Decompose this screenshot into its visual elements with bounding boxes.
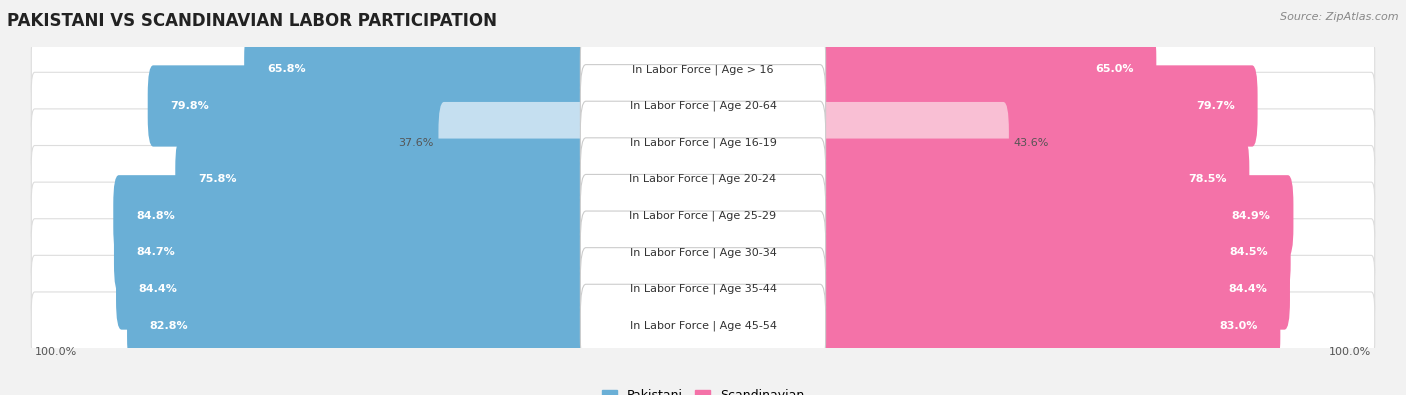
FancyBboxPatch shape bbox=[31, 219, 1375, 286]
FancyBboxPatch shape bbox=[581, 138, 825, 220]
FancyBboxPatch shape bbox=[31, 109, 1375, 176]
Text: In Labor Force | Age 20-64: In Labor Force | Age 20-64 bbox=[630, 101, 776, 111]
FancyBboxPatch shape bbox=[581, 175, 825, 257]
FancyBboxPatch shape bbox=[697, 29, 1156, 110]
FancyBboxPatch shape bbox=[697, 139, 1250, 220]
Text: 65.8%: 65.8% bbox=[267, 64, 305, 74]
Legend: Pakistani, Scandinavian: Pakistani, Scandinavian bbox=[596, 384, 810, 395]
FancyBboxPatch shape bbox=[581, 248, 825, 330]
Text: 78.5%: 78.5% bbox=[1188, 174, 1226, 184]
FancyBboxPatch shape bbox=[31, 72, 1375, 140]
FancyBboxPatch shape bbox=[31, 292, 1375, 359]
Text: PAKISTANI VS SCANDINAVIAN LABOR PARTICIPATION: PAKISTANI VS SCANDINAVIAN LABOR PARTICIP… bbox=[7, 12, 498, 30]
Text: 83.0%: 83.0% bbox=[1219, 321, 1257, 331]
FancyBboxPatch shape bbox=[114, 175, 709, 256]
Text: 82.8%: 82.8% bbox=[150, 321, 188, 331]
Text: In Labor Force | Age 35-44: In Labor Force | Age 35-44 bbox=[630, 284, 776, 294]
FancyBboxPatch shape bbox=[439, 102, 709, 183]
FancyBboxPatch shape bbox=[581, 28, 825, 111]
Text: 65.0%: 65.0% bbox=[1095, 64, 1133, 74]
FancyBboxPatch shape bbox=[697, 65, 1257, 147]
Text: 79.7%: 79.7% bbox=[1197, 101, 1234, 111]
FancyBboxPatch shape bbox=[31, 255, 1375, 323]
Text: In Labor Force | Age 25-29: In Labor Force | Age 25-29 bbox=[630, 211, 776, 221]
FancyBboxPatch shape bbox=[176, 139, 709, 220]
Text: In Labor Force | Age 45-54: In Labor Force | Age 45-54 bbox=[630, 320, 776, 331]
FancyBboxPatch shape bbox=[581, 101, 825, 184]
FancyBboxPatch shape bbox=[245, 29, 709, 110]
FancyBboxPatch shape bbox=[114, 212, 709, 293]
Text: 84.4%: 84.4% bbox=[139, 284, 177, 294]
Text: 84.5%: 84.5% bbox=[1229, 247, 1268, 258]
FancyBboxPatch shape bbox=[581, 211, 825, 294]
Text: 43.6%: 43.6% bbox=[1014, 137, 1049, 148]
Text: In Labor Force | Age 30-34: In Labor Force | Age 30-34 bbox=[630, 247, 776, 258]
FancyBboxPatch shape bbox=[148, 65, 709, 147]
Text: 84.7%: 84.7% bbox=[136, 247, 176, 258]
Text: 100.0%: 100.0% bbox=[35, 347, 77, 357]
Text: Source: ZipAtlas.com: Source: ZipAtlas.com bbox=[1281, 12, 1399, 22]
Text: 37.6%: 37.6% bbox=[398, 137, 433, 148]
FancyBboxPatch shape bbox=[31, 182, 1375, 250]
Text: In Labor Force | Age > 16: In Labor Force | Age > 16 bbox=[633, 64, 773, 75]
Text: 79.8%: 79.8% bbox=[170, 101, 209, 111]
FancyBboxPatch shape bbox=[697, 285, 1281, 366]
FancyBboxPatch shape bbox=[581, 284, 825, 367]
Text: 100.0%: 100.0% bbox=[1329, 347, 1371, 357]
Text: 75.8%: 75.8% bbox=[198, 174, 236, 184]
Text: 84.9%: 84.9% bbox=[1232, 211, 1271, 221]
FancyBboxPatch shape bbox=[117, 248, 709, 330]
FancyBboxPatch shape bbox=[697, 175, 1294, 256]
FancyBboxPatch shape bbox=[127, 285, 709, 366]
Text: 84.8%: 84.8% bbox=[136, 211, 174, 221]
FancyBboxPatch shape bbox=[697, 102, 1010, 183]
FancyBboxPatch shape bbox=[31, 36, 1375, 103]
FancyBboxPatch shape bbox=[697, 212, 1291, 293]
FancyBboxPatch shape bbox=[31, 145, 1375, 213]
Text: In Labor Force | Age 20-24: In Labor Force | Age 20-24 bbox=[630, 174, 776, 184]
FancyBboxPatch shape bbox=[697, 248, 1289, 330]
Text: In Labor Force | Age 16-19: In Labor Force | Age 16-19 bbox=[630, 137, 776, 148]
Text: 84.4%: 84.4% bbox=[1229, 284, 1267, 294]
FancyBboxPatch shape bbox=[581, 65, 825, 147]
